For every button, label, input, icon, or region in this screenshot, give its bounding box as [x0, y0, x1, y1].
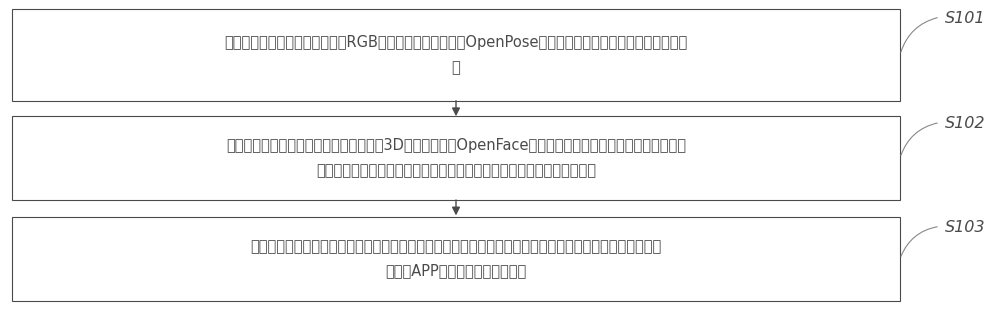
- Text: S101: S101: [945, 11, 986, 26]
- Text: S103: S103: [945, 220, 986, 235]
- Text: 通过摄像设备获取驾驶员实时的RGB图像和深度图像，利用OpenPose人体姿态检测模型对获得的图像进行识
别: 通过摄像设备获取驾驶员实时的RGB图像和深度图像，利用OpenPose人体姿态检…: [224, 35, 688, 75]
- Text: 通过针孔相机模型对获得的识别图像进行3D骨骼化，利用OpenFace人脸检测模型进行头部姿态特征的提取、
脸部特征的提取，利用提取到的头部和脸部的姿态特征，计算: 通过针孔相机模型对获得的识别图像进行3D骨骼化，利用OpenFace人脸检测模型…: [226, 138, 686, 178]
- Bar: [12, 116, 900, 200]
- Text: 利用分类器对得到的疲劳特征进行检测，获取疲劳检测模型，利用所述疲劳检测模型对疲劳进行分级判定，
并利用APP与用户进行交互、提醒: 利用分类器对得到的疲劳特征进行检测，获取疲劳检测模型，利用所述疲劳检测模型对疲劳…: [250, 239, 662, 279]
- Bar: [12, 217, 900, 301]
- Text: S102: S102: [945, 116, 986, 131]
- Bar: [12, 9, 900, 101]
